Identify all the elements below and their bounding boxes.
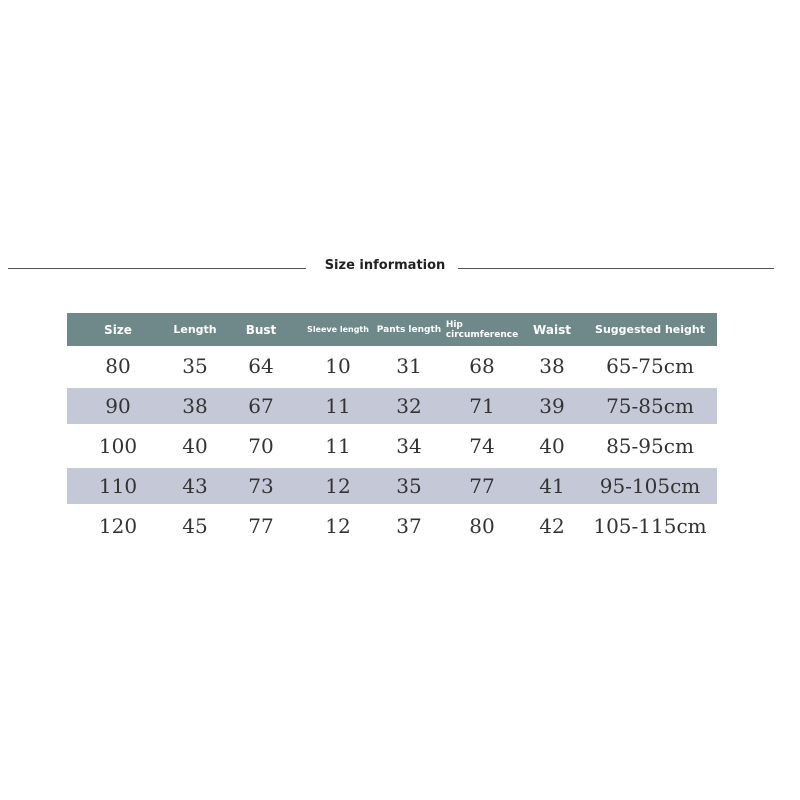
table-cell: 45 <box>182 514 208 538</box>
divider-left <box>8 268 306 269</box>
table-cell: 74 <box>469 434 495 458</box>
table-cell: 77 <box>469 474 495 498</box>
table-cell: 32 <box>396 394 422 418</box>
table-cell: 10 <box>325 354 351 378</box>
table-row: 110 43 73 12 35 77 41 95-105cm <box>67 468 717 504</box>
table-cell: 71 <box>469 394 495 418</box>
table-row: 100 40 70 11 34 74 40 85-95cm <box>67 426 717 466</box>
table-cell: 40 <box>539 434 565 458</box>
table-cell: 11 <box>325 434 351 458</box>
table-cell: 95-105cm <box>599 474 701 498</box>
table-cell: 80 <box>469 514 495 538</box>
table-row: 80 35 64 10 31 68 38 65-75cm <box>67 346 717 386</box>
table-row: 90 38 67 11 32 71 39 75-85cm <box>67 388 717 424</box>
column-header: Hip circumference <box>445 319 519 340</box>
table-cell: 35 <box>396 474 422 498</box>
table-cell: 68 <box>469 354 495 378</box>
table-cell: 80 <box>105 354 131 378</box>
table-cell: 90 <box>105 394 131 418</box>
table-cell: 67 <box>248 394 274 418</box>
column-header: Sleeve length <box>307 325 369 334</box>
table-cell: 43 <box>182 474 208 498</box>
divider-right <box>458 268 774 269</box>
table-cell: 40 <box>182 434 208 458</box>
table-cell: 75-85cm <box>606 394 694 418</box>
table-cell: 37 <box>396 514 422 538</box>
table-cell: 12 <box>325 474 351 498</box>
table-cell: 31 <box>396 354 422 378</box>
table-cell: 100 <box>98 434 138 458</box>
column-header: Suggested height <box>595 323 705 336</box>
column-header: Bust <box>245 322 277 337</box>
page-title: Size information <box>324 258 446 273</box>
table-cell: 34 <box>396 434 422 458</box>
table-cell: 65-75cm <box>606 354 694 378</box>
table-cell: 42 <box>539 514 565 538</box>
table-cell: 110 <box>98 474 138 498</box>
table-cell: 11 <box>325 394 351 418</box>
column-header: Size <box>104 322 132 337</box>
table-cell: 38 <box>182 394 208 418</box>
table-cell: 12 <box>325 514 351 538</box>
column-header: Length <box>173 323 217 336</box>
table-header: Size Length Bust Sleeve length Pants length H… <box>67 313 717 346</box>
table-cell: 39 <box>539 394 565 418</box>
table-cell: 64 <box>248 354 274 378</box>
table-cell: 77 <box>248 514 274 538</box>
table-cell: 41 <box>539 474 565 498</box>
table-cell: 120 <box>98 514 138 538</box>
table-cell: 38 <box>539 354 565 378</box>
column-header: Pants length <box>376 324 442 335</box>
column-header: Waist <box>533 322 571 337</box>
size-table: Size Length Bust Sleeve length Pants length H… <box>67 313 717 546</box>
table-cell: 70 <box>248 434 274 458</box>
table-cell: 105-115cm <box>593 514 707 538</box>
table-cell: 85-95cm <box>606 434 694 458</box>
table-cell: 35 <box>182 354 208 378</box>
table-row: 120 45 77 12 37 80 42 105-115cm <box>67 506 717 546</box>
table-cell: 73 <box>248 474 274 498</box>
